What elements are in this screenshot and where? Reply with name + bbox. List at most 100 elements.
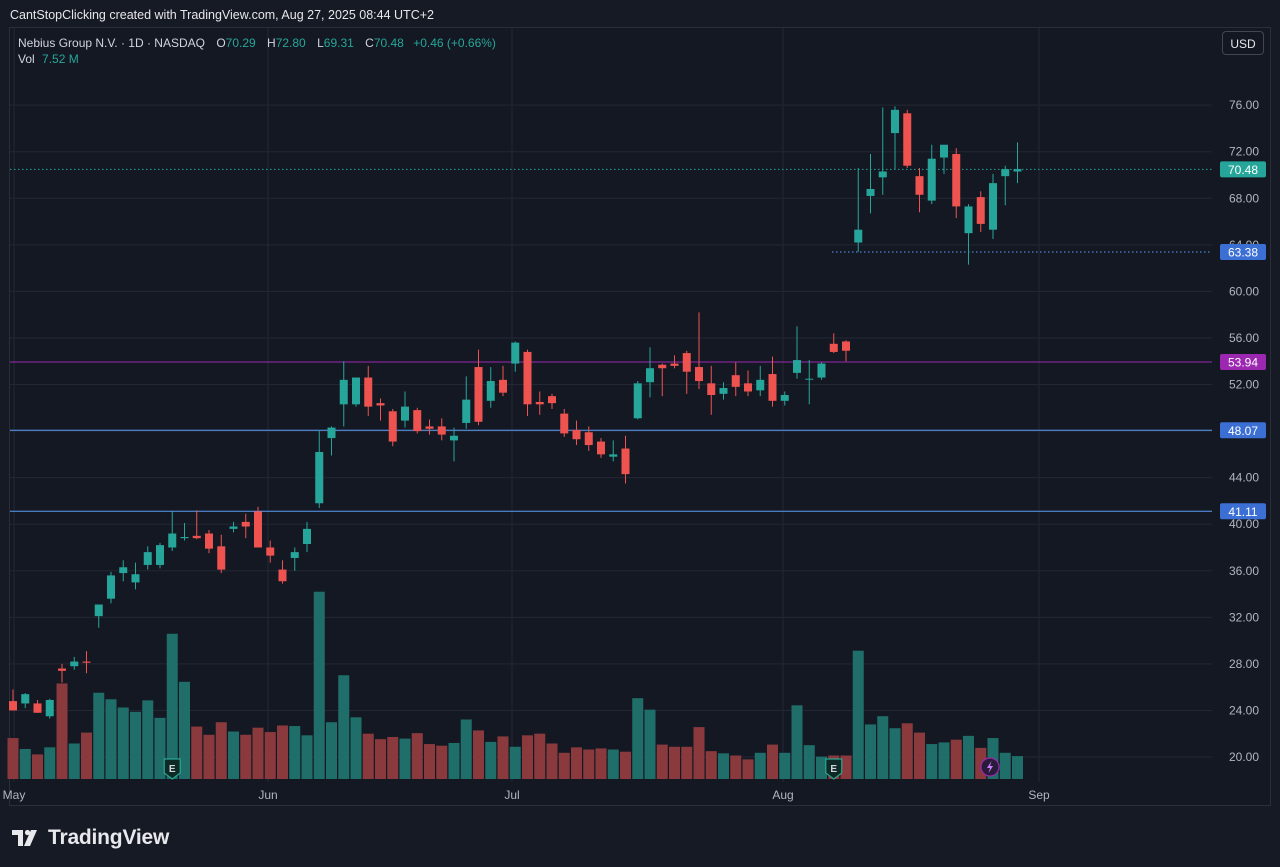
x-tick-label: May	[3, 788, 26, 802]
close-value: 70.48	[373, 36, 404, 50]
volume-bar	[93, 692, 105, 779]
candle-body	[180, 537, 189, 539]
y-tick-label: 52.00	[1229, 378, 1259, 392]
candle-body	[915, 176, 924, 195]
candle-body	[744, 383, 752, 392]
candle-body	[21, 694, 30, 704]
volume-bar	[44, 747, 56, 779]
candle-body	[143, 552, 152, 565]
candle-body	[719, 388, 728, 394]
earnings-marker-label: E	[169, 764, 176, 775]
y-tick-label: 20.00	[1229, 750, 1259, 764]
candle-body	[658, 364, 667, 369]
volume-bar	[68, 743, 80, 779]
y-tick-label: 44.00	[1229, 471, 1259, 485]
y-tick-label: 24.00	[1229, 703, 1259, 717]
candle-body	[58, 668, 66, 671]
candle-body	[854, 229, 863, 243]
candle-body	[119, 567, 128, 574]
volume-bar	[166, 633, 178, 779]
volume-bar	[228, 731, 239, 779]
volume-bar	[803, 745, 815, 779]
high-value: 72.80	[275, 36, 306, 50]
candle-body	[535, 401, 544, 405]
symbol-name[interactable]: Nebius Group N.V. · 1D · NASDAQ	[18, 36, 205, 50]
x-tick-label: Jul	[504, 788, 519, 802]
volume-bar	[473, 730, 484, 779]
candle-body	[964, 206, 973, 234]
volume-bar	[681, 746, 693, 779]
volume-bar	[485, 741, 497, 779]
volume-bar	[142, 700, 154, 779]
candle-body	[878, 171, 887, 178]
candle-body	[327, 427, 336, 439]
volume-bar	[730, 755, 742, 779]
y-tick-label: 72.00	[1229, 145, 1259, 159]
close-label: C	[365, 36, 374, 50]
earnings-marker-label: E	[830, 764, 837, 775]
volume-bar	[240, 734, 252, 779]
volume-bar	[32, 754, 43, 779]
candle-body	[842, 341, 850, 351]
volume-bar	[350, 717, 362, 779]
volume-bar	[571, 747, 582, 779]
tradingview-logo[interactable]: TradingView	[12, 826, 169, 850]
volume-bar	[399, 738, 411, 779]
candle-body	[241, 521, 250, 527]
volume-bar	[19, 748, 31, 779]
tradingview-logo-icon	[12, 829, 37, 846]
earnings-marker	[163, 758, 181, 780]
candle-body	[9, 701, 17, 711]
volume-bar	[754, 752, 766, 779]
candle-body	[450, 435, 458, 441]
volume-label[interactable]: Vol	[18, 52, 35, 66]
candle-body	[952, 154, 961, 207]
volume-bar	[203, 734, 215, 779]
open-value: 70.29	[225, 36, 256, 50]
candle-body	[290, 552, 299, 558]
candle-body	[646, 368, 654, 383]
candle-body	[425, 426, 434, 429]
candle-body	[633, 383, 642, 419]
volume-bar	[411, 733, 423, 779]
volume-value: 7.52 M	[42, 52, 79, 66]
volume-bar	[852, 650, 864, 779]
volume-bar	[926, 744, 938, 779]
volume-bar	[154, 717, 166, 779]
price-level-label: 48.07	[1228, 424, 1258, 438]
volume-bar	[718, 753, 729, 779]
candle-body	[756, 379, 765, 391]
price-level-badge	[1220, 422, 1266, 439]
candle-body	[817, 363, 826, 378]
price-level-badge	[1220, 161, 1266, 178]
volume-bar	[558, 752, 570, 779]
volume-bar	[644, 709, 656, 779]
candle-body	[499, 379, 507, 393]
price-level-badge	[1220, 244, 1266, 261]
price-change: +0.46 (+0.66%)	[413, 36, 496, 50]
candle-body	[829, 343, 838, 352]
volume-bar	[632, 698, 644, 779]
header-bar: CantStopClicking created with TradingVie…	[0, 0, 1280, 28]
volume-bar	[901, 723, 913, 779]
candle-body	[303, 528, 311, 544]
high-label: H	[267, 36, 276, 50]
candle-body	[437, 426, 446, 435]
volume-bar	[963, 735, 974, 779]
y-tick-label: 68.00	[1229, 191, 1259, 205]
currency-button[interactable]: USD	[1222, 31, 1264, 55]
candle-body	[976, 197, 985, 224]
candle-body	[192, 535, 201, 539]
candle-body	[401, 406, 409, 421]
price-level-label: 70.48	[1228, 163, 1258, 177]
volume-bar	[583, 749, 595, 779]
candle-body	[1001, 169, 1010, 177]
volume-bar	[264, 732, 276, 779]
candle-body	[45, 699, 54, 717]
volume-bar	[877, 716, 889, 779]
volume-bar	[252, 727, 264, 779]
volume-bar	[509, 746, 521, 779]
volume-bar	[313, 591, 325, 779]
candle-body	[597, 441, 605, 455]
